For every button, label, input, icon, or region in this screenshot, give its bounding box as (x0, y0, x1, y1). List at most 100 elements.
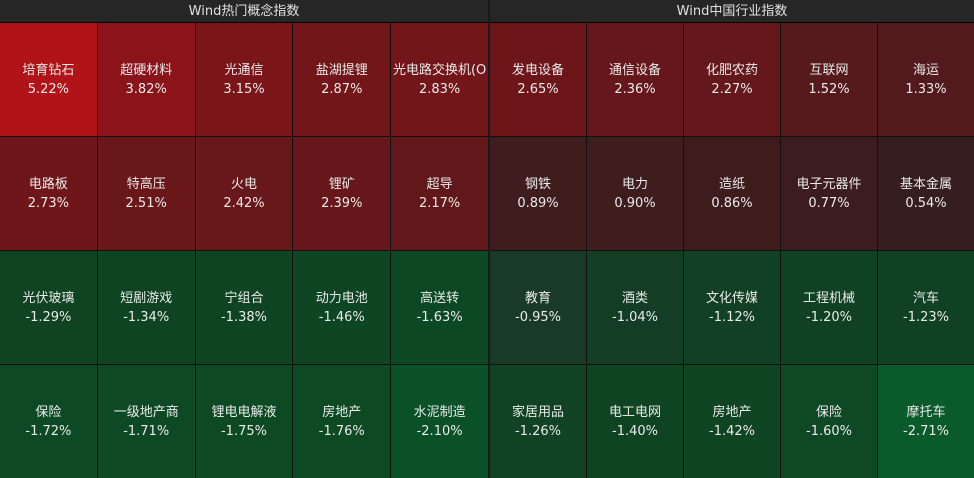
cell-name: 水泥制造 (413, 404, 466, 420)
cell-name: 房地产 (322, 404, 362, 420)
cell-name: 超硬材料 (120, 62, 173, 78)
cell-change: 2.27% (711, 81, 753, 97)
cell[interactable]: 盐湖提锂 2.87% (293, 23, 391, 136)
cell-change: -1.42% (709, 423, 755, 439)
cell-change: -1.26% (515, 423, 561, 439)
cell-name: 教育 (524, 290, 551, 306)
cell-grid: 培育钻石 5.22% 超硬材料 3.82% 光通信 3.15% 盐湖提锂 2.87% 光电路交换… (0, 23, 488, 478)
cell[interactable]: 火电 2.42% (195, 137, 293, 250)
cell-name: 汽车 (912, 290, 939, 306)
cell-change: 2.51% (125, 195, 167, 211)
cell-change: 2.42% (223, 195, 265, 211)
cell-change: 0.77% (808, 195, 850, 211)
cell[interactable]: 特高压 2.51% (97, 137, 195, 250)
cell[interactable]: 文化传媒 -1.12% (684, 251, 780, 364)
cell-change: 2.73% (27, 195, 70, 211)
cell-name: 通信设备 (608, 62, 661, 78)
cell-name: 酒类 (621, 290, 648, 306)
panel: Wind中国行业指数 发电设备 2.65% 通信设备 2.36% 化肥农药 2.27% 互联网… (490, 0, 974, 478)
cell[interactable]: 一级地产商 -1.71% (97, 365, 195, 478)
cell-name: 高送转 (420, 290, 460, 306)
cell-name: 特高压 (126, 176, 166, 192)
cell[interactable]: 汽车 -1.23% (878, 251, 974, 364)
cell-grid: 发电设备 2.65% 通信设备 2.36% 化肥农药 2.27% 互联网 1.52% 海运 1.3… (490, 23, 974, 478)
cell-change: -1.04% (612, 309, 658, 325)
cell-change: -1.34% (123, 309, 170, 325)
cell[interactable]: 短剧游戏 -1.34% (97, 251, 195, 364)
cell-name: 动力电池 (315, 290, 368, 306)
cell[interactable]: 通信设备 2.36% (587, 23, 683, 136)
cell-change: 2.36% (614, 81, 656, 97)
cell[interactable]: 动力电池 -1.46% (293, 251, 391, 364)
cell[interactable]: 保险 -1.60% (781, 365, 877, 478)
cell-change: -1.72% (25, 423, 72, 439)
cell-change: 2.17% (418, 195, 461, 211)
cell[interactable]: 房地产 -1.76% (293, 365, 391, 478)
cell[interactable]: 工程机械 -1.20% (781, 251, 877, 364)
cell-change: -1.29% (25, 309, 72, 325)
cell[interactable]: 电子元器件 0.77% (781, 137, 877, 250)
cell-change: -1.40% (612, 423, 658, 439)
cell[interactable]: 宁组合 -1.38% (195, 251, 293, 364)
cell[interactable]: 钢铁 0.89% (490, 137, 586, 250)
cell-name: 保险 (35, 404, 62, 420)
cell-name: 盐湖提锂 (315, 62, 368, 78)
cell-name: 电子元器件 (796, 176, 862, 192)
cell-name: 发电设备 (511, 62, 564, 78)
cell[interactable]: 高送转 -1.63% (391, 251, 488, 364)
cell-name: 海运 (912, 62, 939, 78)
cell-change: -1.71% (123, 423, 170, 439)
panel: Wind热门概念指数 培育钻石 5.22% 超硬材料 3.82% 光通信 3.15% 盐湖提锂… (0, 0, 488, 478)
cell[interactable]: 光电路交换机(O 2.83% (391, 23, 488, 136)
cell[interactable]: 超硬材料 3.82% (97, 23, 195, 136)
cell-name: 锂矿 (328, 176, 355, 192)
cell[interactable]: 水泥制造 -2.10% (391, 365, 488, 478)
cell-change: 3.15% (223, 81, 265, 97)
cell-name: 钢铁 (524, 176, 551, 192)
panel-title: Wind热门概念指数 (0, 0, 488, 23)
cell[interactable]: 酒类 -1.04% (587, 251, 683, 364)
cell-change: 0.90% (614, 195, 656, 211)
cell[interactable]: 发电设备 2.65% (490, 23, 586, 136)
cell[interactable]: 家居用品 -1.26% (490, 365, 586, 478)
cell[interactable]: 光伏玻璃 -1.29% (0, 251, 97, 364)
cell-change: 0.89% (517, 195, 559, 211)
cell[interactable]: 互联网 1.52% (781, 23, 877, 136)
cell[interactable]: 化肥农药 2.27% (684, 23, 780, 136)
cell-change: -1.38% (220, 309, 267, 325)
cell-name: 文化传媒 (705, 290, 758, 306)
cell-change: -1.12% (709, 309, 755, 325)
cell-name: 房地产 (712, 404, 752, 420)
cell-name: 电路板 (28, 176, 68, 192)
cell[interactable]: 保险 -1.72% (0, 365, 97, 478)
cell-change: 1.33% (905, 81, 947, 97)
cell-change: -1.20% (806, 309, 852, 325)
cell[interactable]: 光通信 3.15% (195, 23, 293, 136)
cell[interactable]: 电力 0.90% (587, 137, 683, 250)
cell-change: -2.71% (903, 423, 949, 439)
cell-name: 造纸 (718, 176, 745, 192)
cell[interactable]: 超导 2.17% (391, 137, 488, 250)
cell[interactable]: 培育钻石 5.22% (0, 23, 97, 136)
cell-change: 5.22% (27, 81, 70, 97)
cell[interactable]: 电路板 2.73% (0, 137, 97, 250)
cell-name: 锂电电解液 (211, 404, 277, 420)
cell-name: 摩托车 (906, 404, 946, 420)
cell[interactable]: 摩托车 -2.71% (878, 365, 974, 478)
cell-change: 0.54% (905, 195, 947, 211)
cell[interactable]: 房地产 -1.42% (684, 365, 780, 478)
cell[interactable]: 教育 -0.95% (490, 251, 586, 364)
cell-name: 保险 (815, 404, 842, 420)
cell-name: 工程机械 (802, 290, 855, 306)
cell-change: 1.52% (808, 81, 850, 97)
cell[interactable]: 海运 1.33% (878, 23, 974, 136)
cell-change: 3.82% (125, 81, 167, 97)
cell-change: 2.87% (321, 81, 363, 97)
cell[interactable]: 锂电电解液 -1.75% (195, 365, 293, 478)
cell[interactable]: 造纸 0.86% (684, 137, 780, 250)
cell[interactable]: 基本金属 0.54% (878, 137, 974, 250)
cell[interactable]: 锂矿 2.39% (293, 137, 391, 250)
cell[interactable]: 电工电网 -1.40% (587, 365, 683, 478)
cell-name: 一级地产商 (113, 404, 179, 420)
